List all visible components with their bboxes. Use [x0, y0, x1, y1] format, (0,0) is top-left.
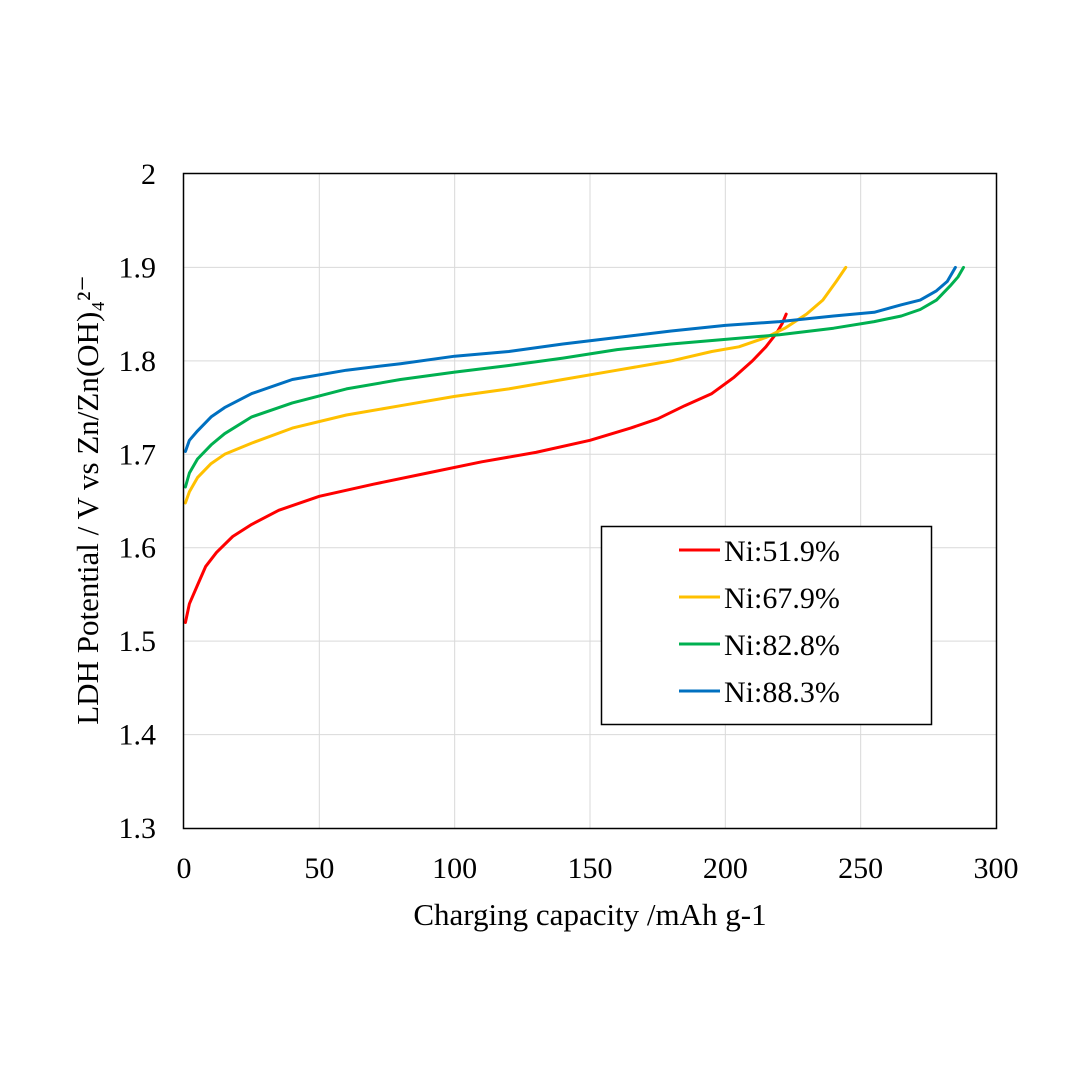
legend-label: Ni:51.9% [724, 535, 840, 568]
series-line-ni-88-3- [183, 265, 957, 453]
x-tick-label: 150 [568, 852, 613, 885]
legend-label: Ni:82.8% [724, 629, 840, 662]
legend: Ni:51.9% Ni:67.9% Ni:82.8% Ni:88.3% [600, 525, 933, 726]
x-tick-label: 100 [432, 852, 477, 885]
y-tick-label: 2 [141, 158, 156, 191]
y-tick-label: 1.8 [119, 345, 157, 378]
series-line-ni-82-8- [183, 265, 965, 489]
y-tick-label: 1.3 [119, 812, 157, 845]
y-tick-label: 1.6 [119, 532, 157, 565]
x-tick-label: 300 [974, 852, 1019, 885]
series-line-ni-67-9- [183, 265, 848, 505]
x-tick-label: 0 [177, 852, 192, 885]
y-tick-label: 1.5 [119, 625, 157, 658]
x-tick-label: 50 [304, 852, 334, 885]
series-line-ni-51-9- [183, 312, 788, 624]
gridlines [184, 174, 996, 828]
x-tick-label: 200 [703, 852, 748, 885]
legend-box [600, 525, 933, 726]
plot-area-frame [182, 172, 998, 830]
legend-label: Ni:67.9% [724, 582, 840, 615]
y-axis-title: LDH Potential / V vs Zn/Zn(OH)₄²⁻ [70, 275, 105, 725]
y-tick-label: 1.7 [119, 438, 157, 471]
x-tick-label: 250 [838, 852, 883, 885]
y-tick-label: 1.9 [119, 251, 157, 284]
y-tick-labels: 1.3 1.4 1.5 1.6 1.7 1.8 1.9 2 [119, 158, 157, 845]
x-tick-labels: 0 50 100 150 200 250 300 [177, 852, 1019, 885]
x-axis-title: Charging capacity /mAh g-1 [413, 897, 766, 932]
series-lines [183, 265, 965, 624]
y-tick-label: 1.4 [119, 719, 157, 752]
legend-label: Ni:88.3% [724, 676, 840, 709]
